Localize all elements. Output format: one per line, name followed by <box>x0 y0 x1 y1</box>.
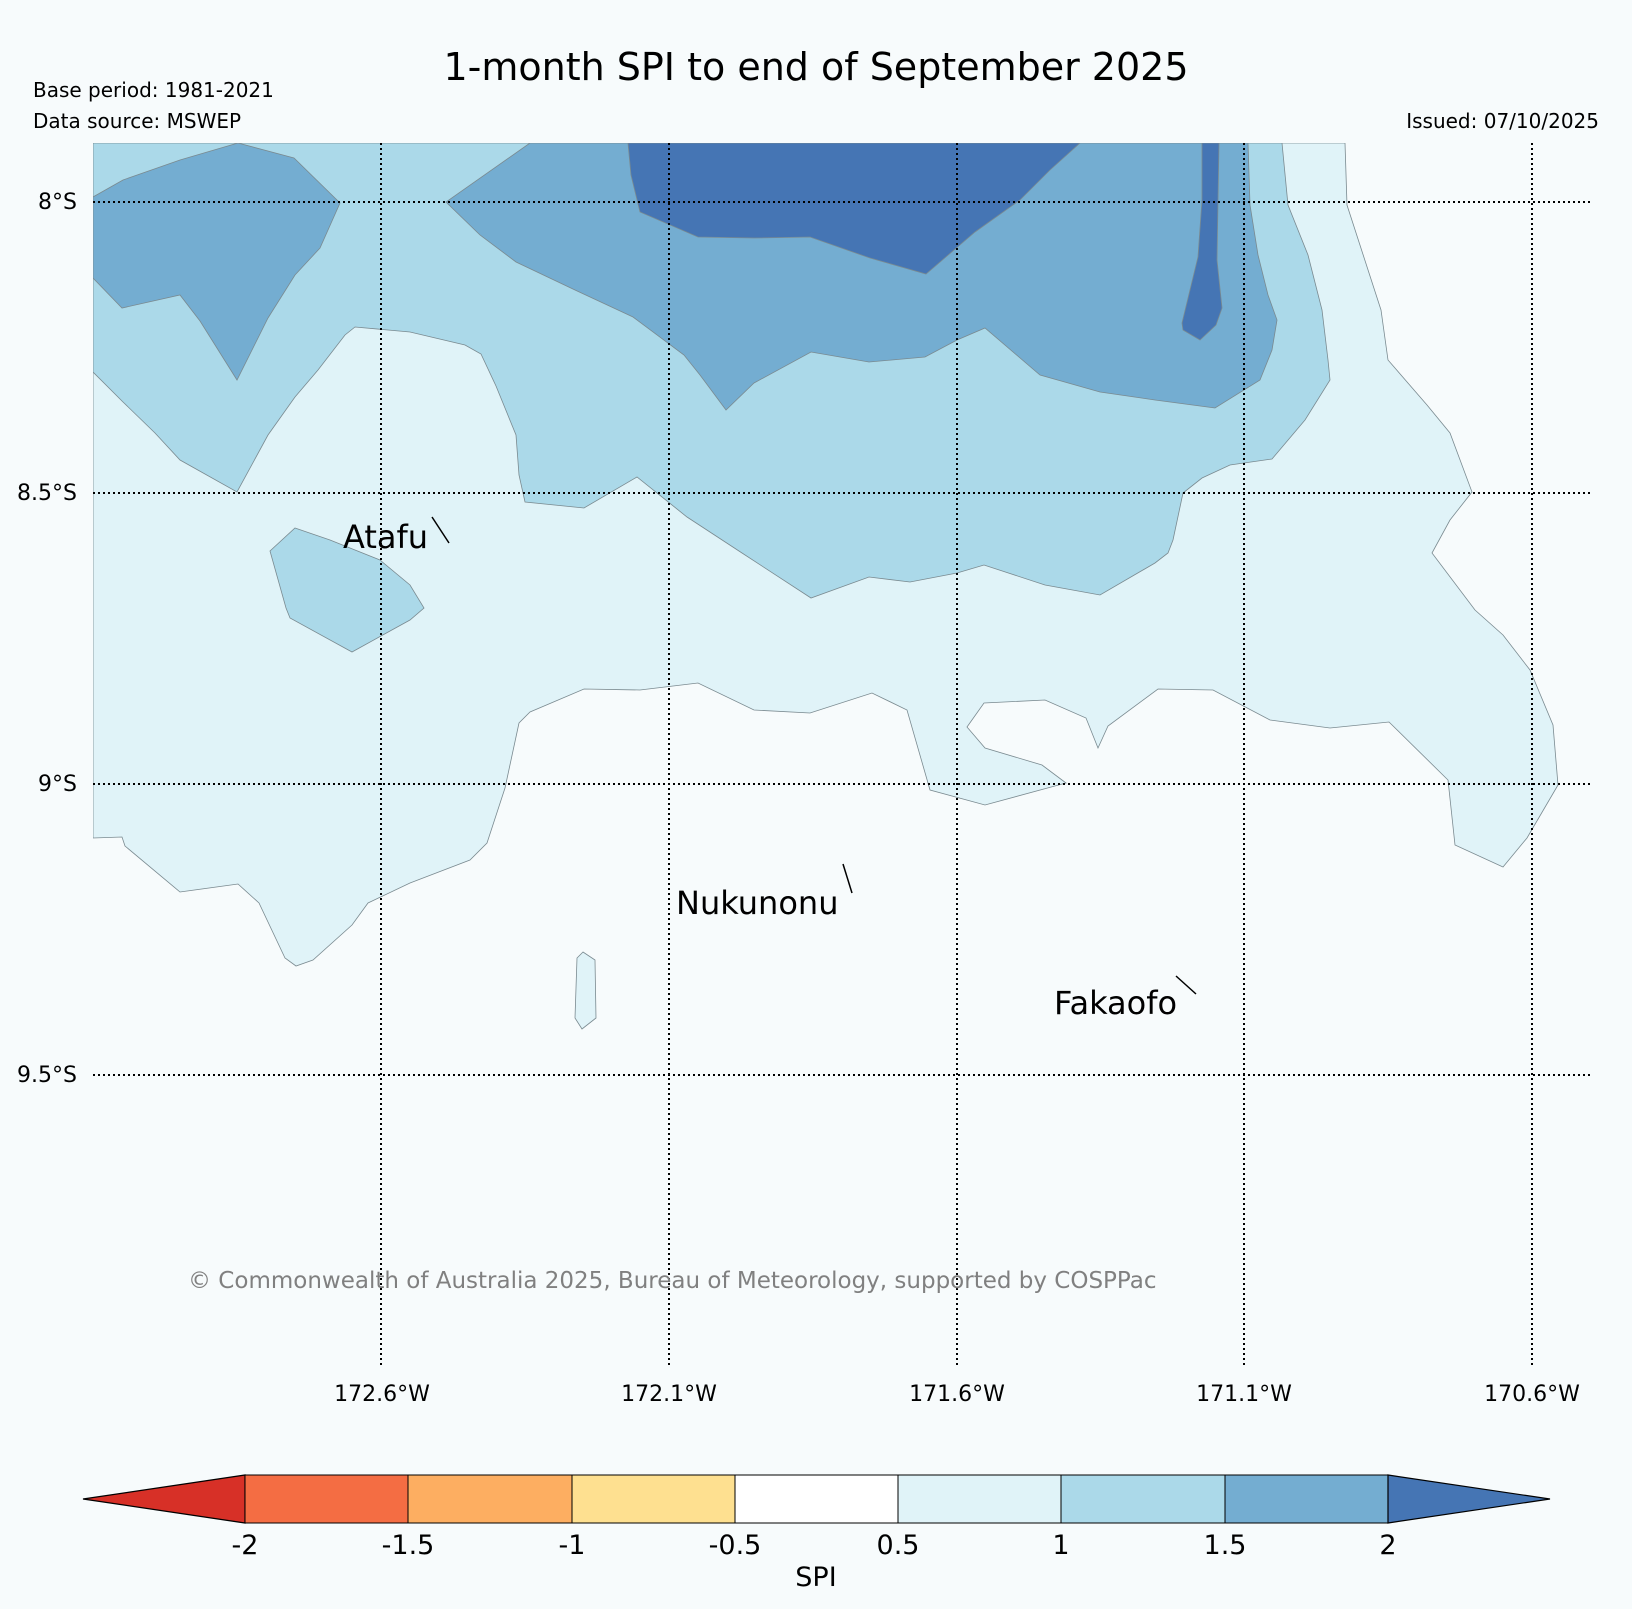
lon-label-171.1W: 171.1°W <box>1196 1382 1292 1407</box>
colorbar-bin-neg0.5-0.5 <box>734 1474 899 1524</box>
map-title: 1-month SPI to end of September 2025 <box>443 45 1188 89</box>
place-nukunonu: Nukunonu <box>676 863 853 922</box>
colorbar-bin-neg1-neg0.5 <box>571 1474 736 1524</box>
colorbar-tick-1: 1 <box>1052 1530 1069 1561</box>
lat-label-8S: 8°S <box>38 190 77 215</box>
colorbar-tick-neg0.5: -0.5 <box>709 1530 762 1561</box>
lat-label-9.5S: 9.5°S <box>17 1063 77 1088</box>
spi-region-gt-2-tongue <box>1181 143 1223 341</box>
colorbar-tick-1.5: 1.5 <box>1204 1530 1247 1561</box>
map-area <box>93 143 1590 1368</box>
colorbar: -2 -1.5 -1 -0.5 0.5 1 1.5 2 SPI <box>82 1474 1551 1593</box>
colorbar-tick-neg2: -2 <box>232 1530 259 1561</box>
colorbar-label: SPI <box>795 1562 836 1593</box>
colorbar-tick-0.5: 0.5 <box>877 1530 920 1561</box>
lon-label-172.6W: 172.6°W <box>334 1382 430 1407</box>
colorbar-bin-1-1.5 <box>1060 1474 1226 1524</box>
lat-label-9S: 9°S <box>38 772 77 797</box>
colorbar-tick-neg1.5: -1.5 <box>382 1530 435 1561</box>
place-label-fakaofo: Fakaofo <box>1054 984 1177 1022</box>
copyright-notice: © Commonwealth of Australia 2025, Bureau… <box>188 1268 1157 1294</box>
colorbar-bin-neg1.5-neg1 <box>407 1474 573 1524</box>
colorbar-tick-2: 2 <box>1379 1530 1396 1561</box>
place-label-nukunonu: Nukunonu <box>676 884 838 922</box>
atoll-marker-fakaofo <box>1175 975 1197 995</box>
colorbar-bin-1.5-2 <box>1224 1474 1389 1524</box>
spi-region-1-1.5-atafu <box>269 527 425 653</box>
place-fakaofo: Fakaofo <box>1054 975 1197 1022</box>
place-atafu: Atafu <box>343 516 450 556</box>
graticule <box>93 143 1590 1368</box>
colorbar-extend-high <box>1387 1474 1551 1524</box>
colorbar-bin-0.5-1 <box>897 1474 1062 1524</box>
lon-label-172.1W: 172.1°W <box>621 1382 717 1407</box>
lat-label-8.5S: 8.5°S <box>17 481 77 506</box>
spi-region-gt-2-core <box>627 143 1081 275</box>
lon-label-171.6W: 171.6°W <box>909 1382 1005 1407</box>
colorbar-bin-neg2-neg1.5 <box>244 1474 409 1524</box>
atoll-marker-atafu <box>431 516 450 544</box>
lon-label-170.6W: 170.6°W <box>1484 1382 1580 1407</box>
place-label-atafu: Atafu <box>343 518 428 556</box>
colorbar-tick-neg1: -1 <box>559 1530 586 1561</box>
issued-date-label: Issued: 07/10/2025 <box>1406 109 1599 133</box>
data-source-label: Data source: MSWEP <box>33 109 241 133</box>
spi-region-0.5-1-islet <box>574 951 597 1030</box>
atoll-marker-nukunonu <box>842 863 853 894</box>
base-period-label: Base period: 1981-2021 <box>33 78 274 102</box>
colorbar-extend-low <box>82 1474 246 1524</box>
